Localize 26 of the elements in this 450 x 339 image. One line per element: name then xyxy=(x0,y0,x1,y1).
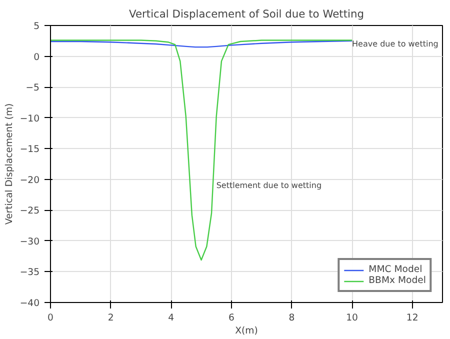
y-tick-label: −5 xyxy=(26,82,40,94)
x-tick-label: 4 xyxy=(168,312,174,324)
x-tick-label: 2 xyxy=(108,312,114,324)
y-tick-label: 5 xyxy=(34,21,40,32)
annotation: Settlement due to wetting xyxy=(216,181,322,190)
x-tick-label: 8 xyxy=(288,312,295,324)
chart-title: Vertical Displacement of Soil due to Wetting xyxy=(128,8,364,20)
y-tick-label: −20 xyxy=(20,174,40,186)
line-series xyxy=(50,40,353,48)
x-axis-title: X(m) xyxy=(235,326,258,336)
y-tick-label: −40 xyxy=(20,298,40,309)
x-tick-label: 6 xyxy=(228,312,234,324)
y-tick-label: 0 xyxy=(34,52,40,63)
y-tick-label: −25 xyxy=(20,206,40,217)
y-tick-label: −10 xyxy=(20,113,40,124)
x-tick-label: 0 xyxy=(48,312,54,324)
y-tick-label: −30 xyxy=(20,236,40,248)
legend-label: BBMx Model xyxy=(368,275,426,286)
y-axis-title: Vertical Displacement (m) xyxy=(4,103,15,225)
x-tick-label: 10 xyxy=(346,312,358,324)
line-series xyxy=(50,40,353,261)
y-tick-label: −15 xyxy=(20,144,40,156)
annotation: Heave due to wetting xyxy=(352,39,438,48)
legend-label: MMC Model xyxy=(368,264,422,275)
x-tick-label: 12 xyxy=(406,312,418,324)
y-tick-label: −35 xyxy=(20,267,40,278)
